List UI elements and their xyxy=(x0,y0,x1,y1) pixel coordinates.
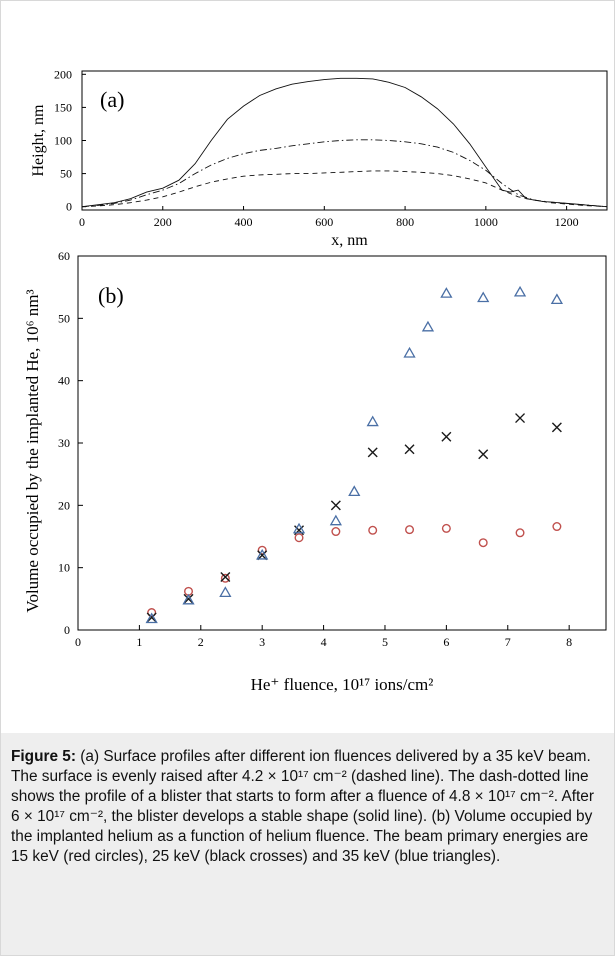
panel-a-profile-solid xyxy=(81,77,608,208)
panel-b-x-tick-label: 7 xyxy=(505,635,511,649)
panel-a-y-tick-label: 50 xyxy=(60,167,72,181)
panel-b-y-tick-label: 10 xyxy=(58,561,70,575)
data-point-circle xyxy=(368,525,378,535)
data-point-circle xyxy=(294,533,304,543)
panel-b-ticks: 0 1 2 3 4 5 6 7 8 0 10 20 30 40 50 60 xyxy=(58,249,572,649)
panel-a-y-tick-label: 100 xyxy=(54,134,72,148)
panel-b-x-tick-label: 5 xyxy=(382,635,388,649)
panel-b-x-tick-label: 1 xyxy=(136,635,142,649)
panel-b-x-tick-label: 0 xyxy=(75,635,81,649)
data-point-triangle xyxy=(256,548,269,560)
data-point-triangle xyxy=(292,522,306,534)
data-point-triangle xyxy=(440,287,453,298)
panel-a-y-tick-label: 0 xyxy=(66,200,72,214)
panel-b-x-tick-label: 3 xyxy=(259,635,265,649)
panel-a-x-tick-label: 1200 xyxy=(555,215,579,229)
data-point-circle xyxy=(257,545,267,555)
panel-a-y-tick-label: 150 xyxy=(54,100,72,114)
data-point-triangle xyxy=(219,586,232,597)
panel-a-profile-dashdot xyxy=(81,139,608,208)
panel-b-y-tick-label: 50 xyxy=(58,311,70,325)
panel-b-x-tick-label: 8 xyxy=(566,635,572,649)
data-point-cross xyxy=(330,500,341,511)
panel-a-y-tick-label: 200 xyxy=(54,67,72,81)
data-point-triangle xyxy=(421,320,435,332)
panel-a-y-axis-label: Height, nm xyxy=(30,104,47,177)
data-point-triangle xyxy=(403,346,416,358)
data-point-cross xyxy=(441,431,452,442)
data-point-circle xyxy=(441,523,451,533)
panel-b-x-tick-label: 4 xyxy=(321,635,327,649)
panel-b-x-tick-label: 2 xyxy=(198,635,204,649)
data-point-triangle xyxy=(182,593,195,605)
panel-a-x-tick-label: 400 xyxy=(235,215,253,229)
panel-a-label: (a) xyxy=(100,87,124,112)
data-point-circle xyxy=(147,608,157,618)
data-point-cross xyxy=(551,422,562,433)
data-point-cross xyxy=(478,449,489,460)
data-point-cross xyxy=(220,572,231,583)
caption-label: Figure 5: xyxy=(11,748,76,765)
panel-a-x-tick-label: 800 xyxy=(396,215,414,229)
panel-b-x-axis-label: He⁺ fluence, 10¹⁷ ions/cm² xyxy=(251,675,434,694)
data-point-cross xyxy=(146,612,157,623)
panel-a-x-tick-label: 1000 xyxy=(474,215,498,229)
data-point-triangle xyxy=(513,285,527,297)
panel-b-data-points xyxy=(145,285,564,624)
panel-b-y-tick-label: 0 xyxy=(64,623,70,637)
data-point-cross xyxy=(367,447,378,458)
data-point-triangle xyxy=(550,293,564,305)
data-point-triangle xyxy=(366,415,379,427)
data-point-triangle xyxy=(348,485,361,497)
panel-b-y-tick-label: 60 xyxy=(58,249,70,263)
figure-caption: Figure 5: (a) Surface profiles after dif… xyxy=(1,733,614,955)
data-point-circle xyxy=(220,573,230,583)
panel-a-chart: 0 200 400 600 800 1000 1200 0 50 100 150 200 (a) x,… xyxy=(30,67,608,249)
data-point-circle xyxy=(331,527,341,537)
panel-b-y-tick-label: 20 xyxy=(58,498,70,512)
caption-text: (a) Surface profiles after different ion… xyxy=(11,748,594,865)
data-point-cross xyxy=(515,413,526,424)
data-point-circle xyxy=(478,538,488,548)
panel-b-y-axis-label: Volume occupied by the implanted He, 10⁶… xyxy=(23,289,42,612)
data-point-circle xyxy=(515,528,525,538)
panel-b-y-tick-label: 40 xyxy=(58,374,70,388)
data-point-triangle xyxy=(145,612,158,624)
panel-b-y-tick-label: 30 xyxy=(58,436,70,450)
panel-b-label: (b) xyxy=(98,283,124,308)
panel-a-x-axis-label: x, nm xyxy=(331,232,368,249)
panel-b-x-tick-label: 6 xyxy=(443,635,449,649)
panel-b-plot-area xyxy=(77,255,607,631)
panel-b-chart: 0 1 2 3 4 5 6 7 8 0 10 20 30 40 50 60 (b) He⁺ fluence, … xyxy=(23,249,607,694)
panel-a-x-tick-label: 0 xyxy=(79,215,85,229)
data-point-triangle xyxy=(329,514,342,526)
data-point-triangle xyxy=(477,291,490,303)
panel-a-profiles xyxy=(81,77,608,208)
data-point-cross xyxy=(183,593,194,604)
panel-a-x-tick-label: 200 xyxy=(154,215,172,229)
data-point-circle xyxy=(552,522,562,532)
panel-a-x-tick-label: 600 xyxy=(315,215,333,229)
data-point-circle xyxy=(405,525,415,535)
data-point-cross xyxy=(404,444,415,455)
panel-a-ticks: 0 200 400 600 800 1000 1200 0 50 100 150 200 xyxy=(54,67,579,229)
data-point-cross xyxy=(257,550,268,561)
panel-a-profile-dashed xyxy=(81,170,608,208)
